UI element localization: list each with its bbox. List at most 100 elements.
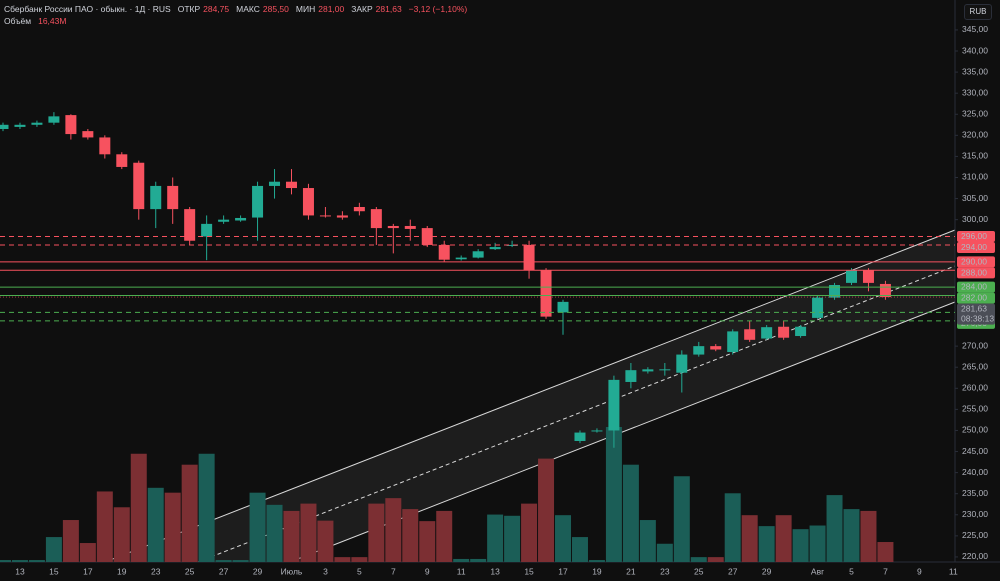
y-tick-label: 255,00 [962, 404, 988, 414]
volume-bar [28, 560, 45, 562]
candle-body [302, 188, 314, 216]
volume-bar [538, 458, 555, 562]
level-label: 290,00 [961, 256, 987, 266]
candle-body [693, 346, 705, 355]
volume-bar [826, 495, 843, 562]
x-tick-label: 7 [883, 566, 888, 576]
x-tick-label: 11 [949, 566, 958, 576]
channel-middle [197, 265, 956, 563]
volume-bar [622, 464, 639, 562]
candle-body [795, 326, 807, 337]
last-price-label: 281,63 [961, 303, 987, 313]
volume-bar [317, 520, 334, 562]
x-tick-label: 23 [660, 566, 670, 576]
close-label: ЗАКР [351, 4, 373, 14]
candle-body [150, 185, 162, 210]
y-tick-label: 300,00 [962, 214, 988, 224]
volume-bar [215, 560, 232, 562]
low-value: 281,00 [318, 4, 345, 14]
volume-bar [283, 510, 300, 562]
candle-body [846, 270, 857, 283]
candle-body [642, 369, 654, 372]
level-label: 284,00 [961, 282, 987, 292]
y-tick-label: 270,00 [962, 340, 988, 350]
candle-body [184, 209, 196, 241]
volume-bar [487, 514, 504, 562]
y-tick-label: 220,00 [962, 551, 988, 561]
x-tick-label: 23 [151, 566, 161, 576]
x-tick-label: 7 [391, 566, 396, 576]
x-tick-label: 9 [425, 566, 430, 576]
volume-bar [198, 453, 215, 562]
x-tick-label: 5 [357, 566, 362, 576]
x-tick-label: 13 [15, 566, 25, 576]
volume-bar [809, 525, 826, 562]
candle-body [591, 430, 603, 432]
level-label-box [957, 281, 995, 293]
close-value: 281,63 [375, 4, 402, 14]
y-tick-label: 330,00 [962, 87, 988, 97]
y-tick-label: 260,00 [962, 383, 988, 393]
volume-bar [521, 503, 538, 562]
candle-body [269, 181, 281, 186]
x-tick-label: 19 [592, 566, 602, 576]
change-value: −3,12 (−1,10%) [408, 4, 468, 14]
candle-body [65, 115, 77, 135]
volume-bar [877, 542, 894, 562]
y-tick-label: 240,00 [962, 467, 988, 477]
legend-line: Сбербанк России ПАО · обыкн. · 1Д · RUS … [4, 4, 467, 14]
volume-bar [555, 515, 572, 562]
currency-button[interactable]: RUB [964, 4, 992, 20]
x-tick-label: 17 [558, 566, 568, 576]
volume-bar [334, 557, 351, 562]
volume-bar [300, 503, 317, 562]
volume-bar [419, 521, 436, 562]
candle-body [353, 207, 365, 212]
candle-body [218, 219, 230, 222]
high-value: 285,50 [262, 4, 289, 14]
volume-bar [436, 510, 453, 562]
x-tick-label: Июль [281, 566, 303, 576]
candle-body [557, 301, 569, 313]
volume-bar [130, 453, 147, 562]
candle-body [778, 326, 790, 338]
low-label: МИН [295, 4, 316, 14]
volume-bar [673, 476, 690, 562]
volume-bar [164, 492, 181, 562]
volume-bar [792, 529, 809, 562]
candle-body [370, 209, 382, 229]
volume-bars [0, 427, 894, 562]
y-tick-label: 335,00 [962, 66, 988, 76]
candle-body [523, 244, 535, 271]
volume-bar [504, 515, 521, 562]
y-tick-label: 325,00 [962, 109, 988, 119]
countdown-label: 08:38:13 [961, 313, 994, 323]
volume-label: Объём [4, 16, 32, 26]
volume-bar [741, 515, 758, 562]
level-label-box [957, 242, 995, 254]
candle-body [625, 370, 637, 382]
volume-bar [639, 520, 656, 562]
volume-bar [62, 520, 79, 562]
candle-body [438, 244, 450, 260]
y-tick-label: 245,00 [962, 446, 988, 456]
volume-bar [860, 510, 877, 562]
candle-body [116, 154, 128, 167]
volume-bar [588, 560, 605, 562]
volume-bar [368, 503, 385, 562]
volume-value: 16,43M [38, 16, 67, 26]
volume-bar [724, 493, 741, 562]
level-label-box [957, 292, 995, 304]
x-tick-label: 27 [728, 566, 738, 576]
volume-bar [775, 515, 792, 562]
x-tick-label: 15 [524, 566, 534, 576]
candle-body [879, 283, 891, 298]
volume-bar [96, 491, 113, 562]
x-tick-label: 17 [83, 566, 93, 576]
level-label-box [957, 267, 995, 279]
x-tick-label: 29 [253, 566, 263, 576]
candle-body [506, 244, 518, 246]
volume-bar [690, 557, 707, 562]
y-tick-label: 265,00 [962, 361, 988, 371]
